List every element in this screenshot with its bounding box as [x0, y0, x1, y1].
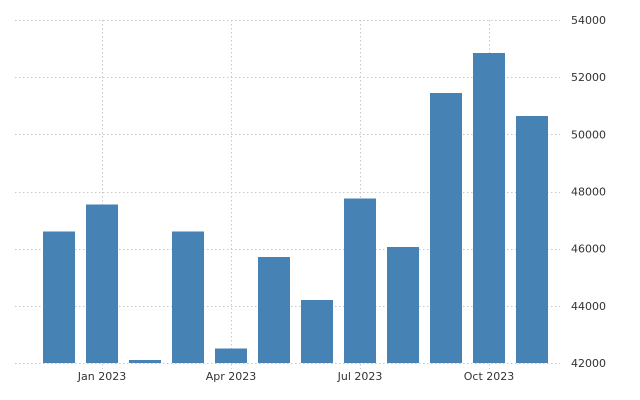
y-tick-label: 48000 — [571, 186, 606, 199]
bar-2023-10 — [473, 52, 505, 363]
x-tick-label: Apr 2023 — [206, 370, 257, 383]
y-tick-label: 52000 — [571, 71, 606, 84]
x-axis-ticks: Jan 2023 Apr 2023 Jul 2023 Oct 2023 — [77, 370, 514, 383]
y-tick-label: 46000 — [571, 243, 606, 256]
y-tick-label: 42000 — [571, 357, 606, 370]
bar-2022-12 — [43, 231, 75, 363]
x-tick-label: Oct 2023 — [464, 370, 515, 383]
bar-2023-07 — [344, 198, 376, 363]
bar-2023-02 — [129, 360, 161, 363]
y-tick-label: 50000 — [571, 128, 606, 141]
y-axis-ticks: 42000 44000 46000 48000 50000 52000 54000 — [571, 14, 606, 370]
bar-2023-08 — [387, 247, 419, 363]
bar-2023-05 — [258, 257, 290, 363]
x-tick-label: Jan 2023 — [77, 370, 126, 383]
y-tick-label: 54000 — [571, 14, 606, 27]
bar-2023-01 — [86, 204, 118, 363]
bar-2023-09 — [430, 92, 462, 363]
bar-2023-06 — [301, 300, 333, 363]
bar-2023-03 — [172, 231, 204, 363]
bars — [43, 52, 548, 363]
bar-2023-04 — [215, 348, 247, 363]
y-tick-label: 44000 — [571, 300, 606, 313]
bar-2023-11 — [516, 115, 548, 363]
x-tick-label: Jul 2023 — [337, 370, 383, 383]
